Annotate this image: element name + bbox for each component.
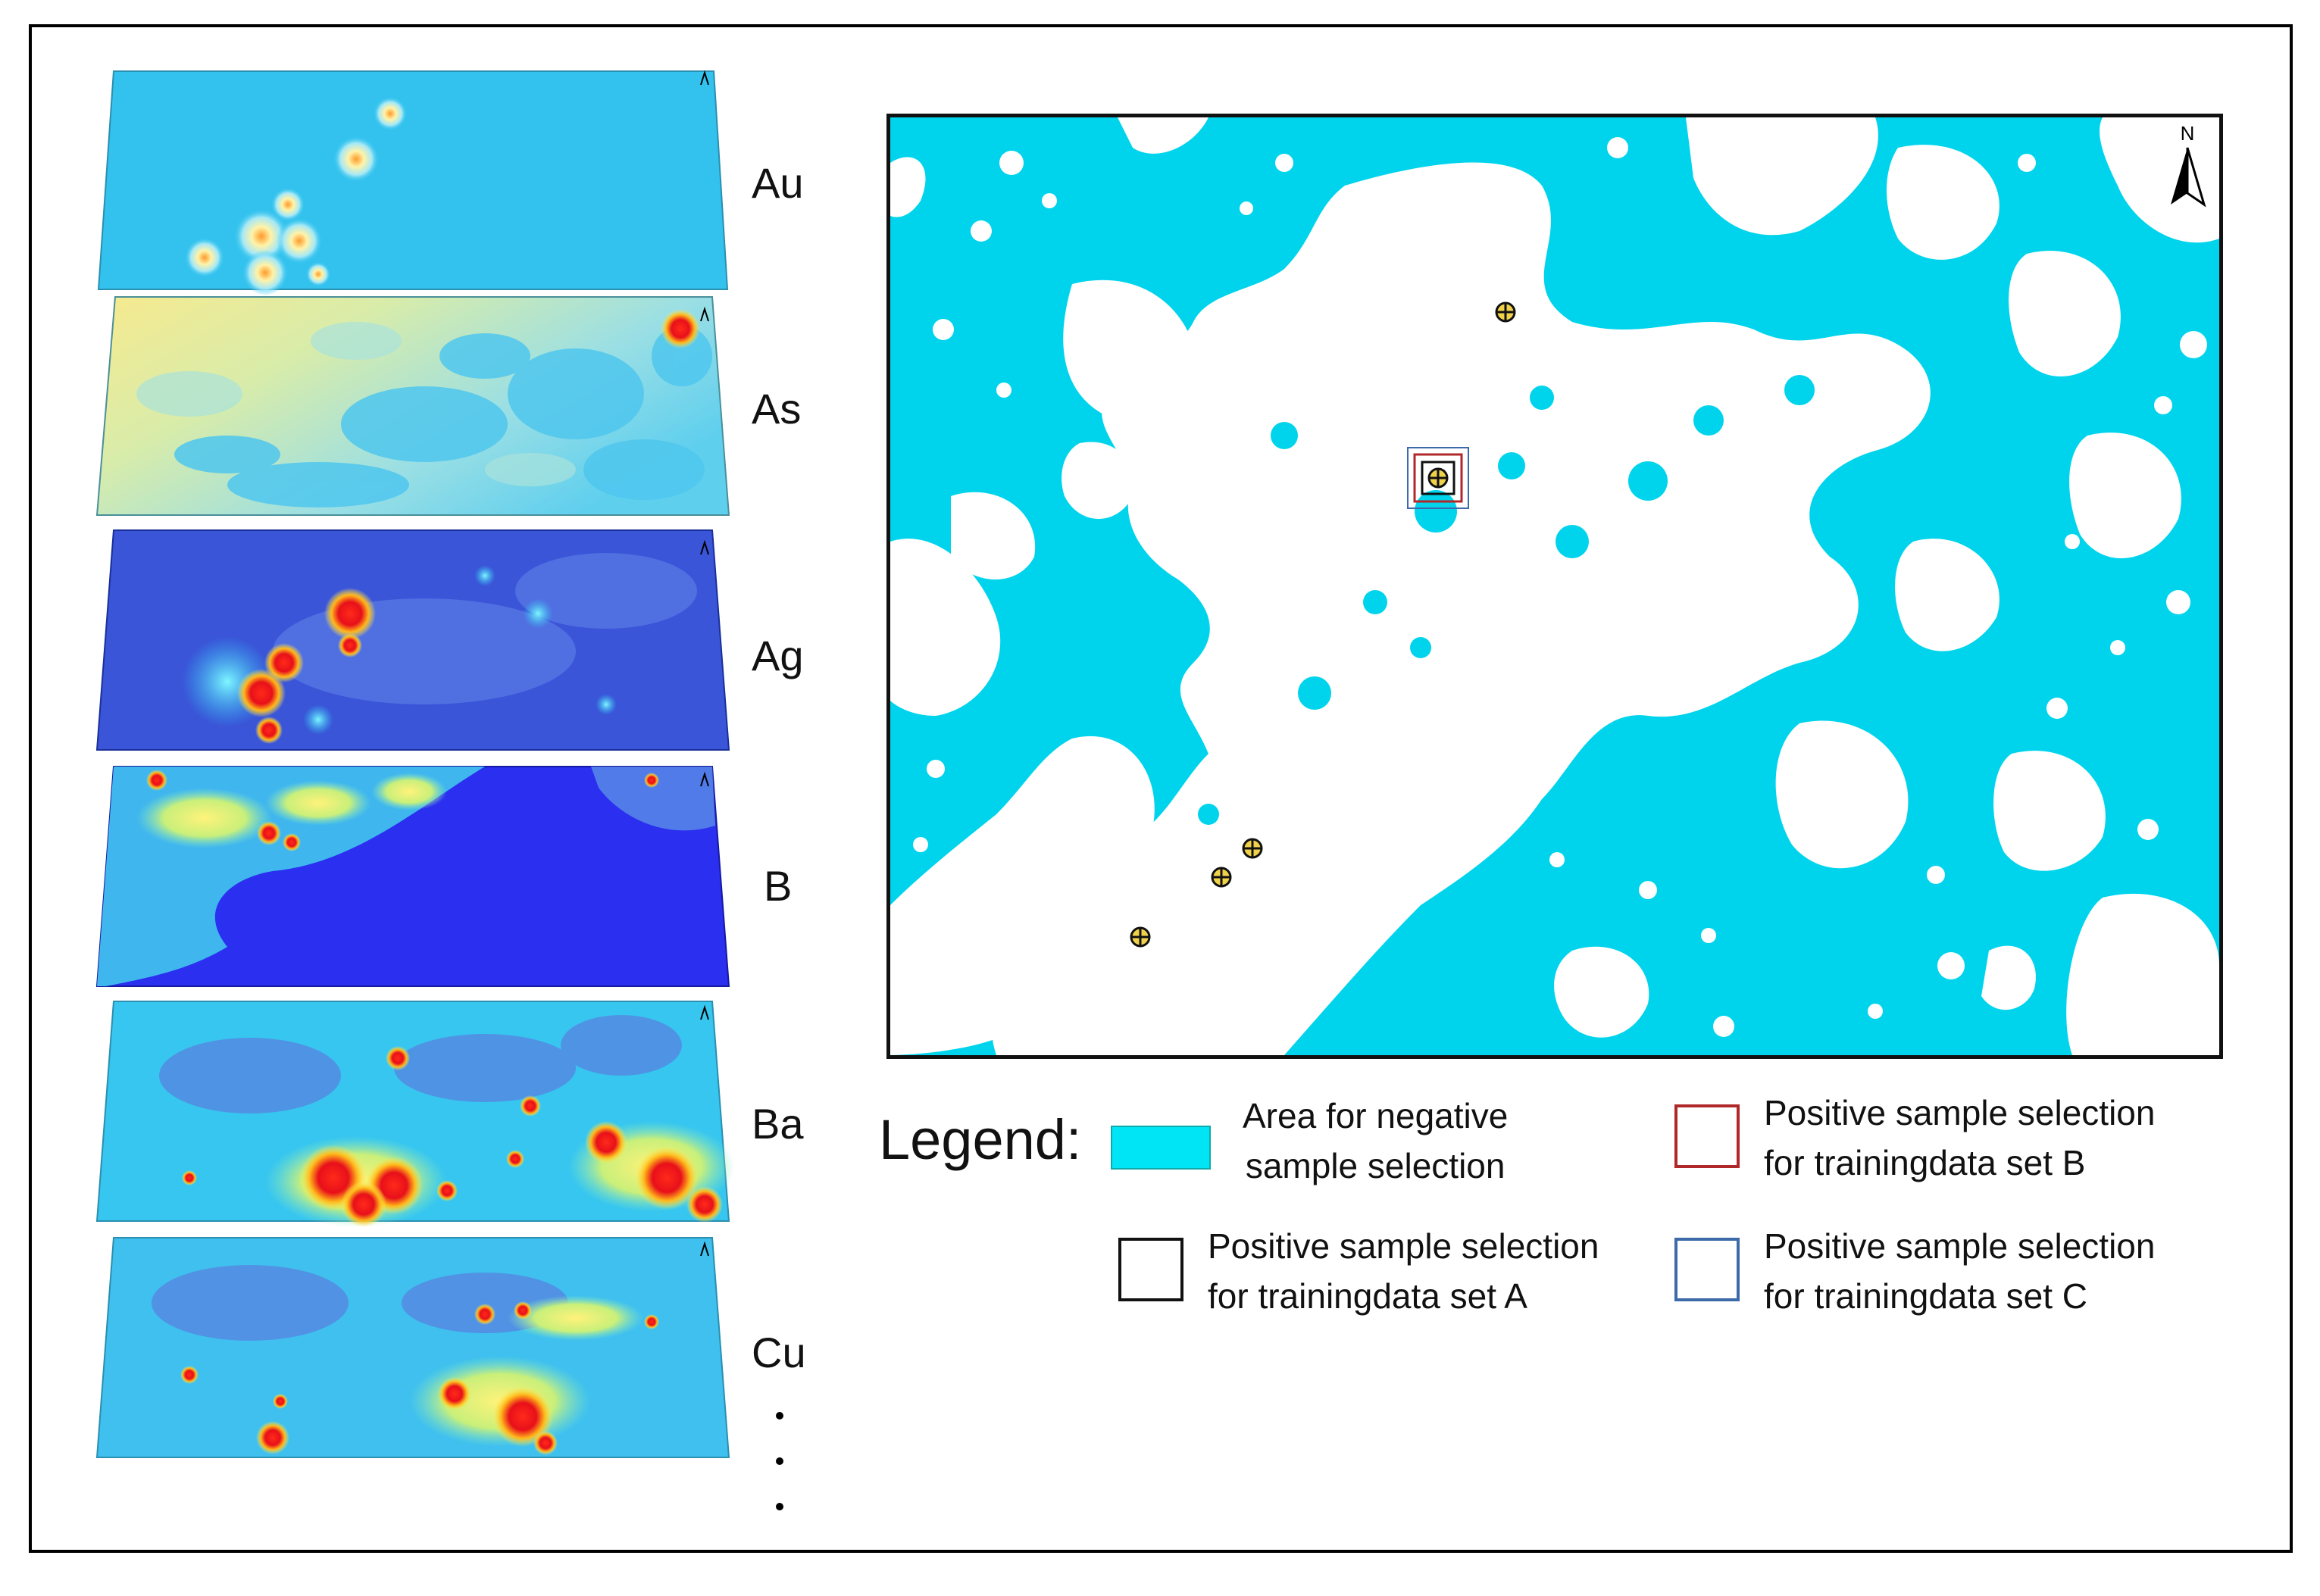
legend-line: Positive sample selection (1208, 1226, 1599, 1266)
legend-swatch-set-b (1674, 1104, 1740, 1168)
layer-au (97, 70, 729, 295)
layer-as (95, 296, 730, 516)
legend-swatch-negative (1111, 1126, 1211, 1170)
legend-title: Legend: (879, 1108, 1082, 1171)
legend-line: Positive sample selection (1764, 1226, 2156, 1266)
legend-line: Area for negative (1243, 1096, 1509, 1135)
layer-label-cu: Cu (752, 1329, 806, 1376)
selection-square-b (1413, 453, 1463, 503)
legend-swatch-set-a (1118, 1238, 1183, 1301)
sample-point (1130, 926, 1151, 948)
layer-cu (95, 1237, 730, 1458)
selection-square-c (1407, 447, 1469, 509)
sample-selection-map: N (886, 114, 2223, 1059)
legend-line: Positive sample selection (1764, 1093, 2156, 1132)
legend-line: for trainingdata set A (1208, 1276, 1527, 1316)
speckle-blobs (913, 137, 2207, 1037)
legend-item-set-b: Positive sample selection for trainingda… (1764, 1088, 2155, 1188)
sample-point (1211, 867, 1232, 888)
legend-item-negative: Area for negative sample selection (1243, 1091, 1508, 1191)
ellipsis-dot (776, 1457, 783, 1465)
sample-point (1427, 467, 1449, 489)
north-arrow-icon: N (2171, 122, 2206, 208)
legend-swatch-set-c (1674, 1238, 1740, 1301)
layer-label-ba: Ba (752, 1100, 804, 1148)
layer-label-au: Au (752, 159, 804, 207)
ellipsis-dot (776, 1412, 783, 1420)
selection-square-a (1421, 461, 1455, 495)
legend-line: for trainingdata set B (1764, 1143, 2086, 1182)
legend-line: for trainingdata set C (1764, 1276, 2088, 1316)
legend-line: sample selection (1245, 1146, 1505, 1185)
sample-point (1495, 301, 1516, 323)
layer-ag (95, 529, 730, 751)
north-label: N (2181, 122, 2195, 145)
legend-item-set-c: Positive sample selection for trainingda… (1764, 1221, 2155, 1321)
legend-item-set-a: Positive sample selection for trainingda… (1208, 1221, 1599, 1321)
layer-ba (95, 1001, 735, 1227)
layer-b (95, 766, 730, 987)
positive-white-area (890, 117, 2219, 1055)
sample-point (1242, 838, 1263, 859)
inner-negative-patches (1198, 375, 1815, 825)
layer-label-as: As (752, 385, 802, 433)
layer-label-ag: Ag (752, 632, 804, 679)
layer-label-b: B (764, 862, 793, 910)
ellipsis-dot (776, 1503, 783, 1510)
